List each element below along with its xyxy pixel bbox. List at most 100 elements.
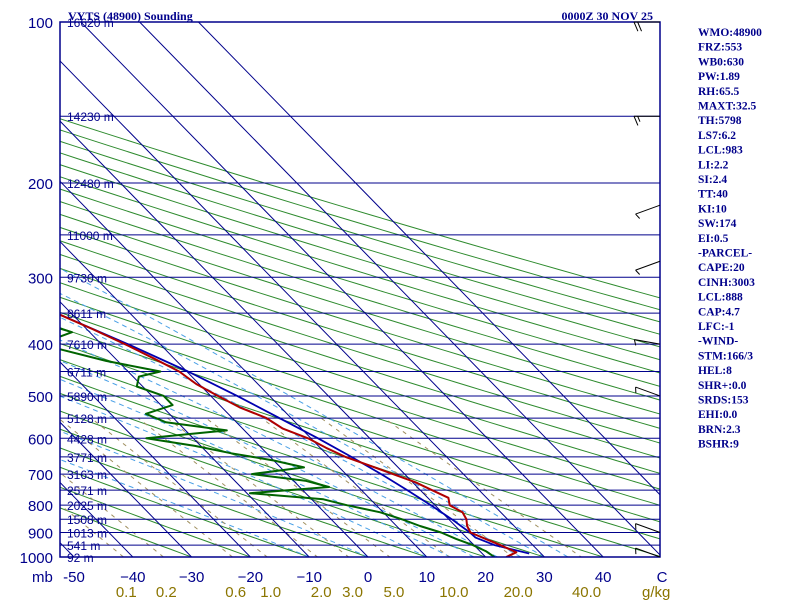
pressure-tick-label: 700	[28, 467, 53, 484]
temperature-axis-labels: -50 −40 −30 −20 −10 0 10 20 30 40 C	[63, 569, 667, 586]
corner-unit-label: mb	[32, 569, 53, 586]
index-line: TT:40	[698, 189, 728, 201]
temperature-tick-label: −40	[120, 569, 145, 586]
mixing-ratio-tick-label: 0.1	[116, 584, 137, 600]
index-line: TH:5798	[698, 115, 742, 127]
wind-barb	[633, 115, 660, 126]
index-line: SHR+:0.0	[698, 380, 747, 392]
mixing-ratio-tick-label: 2.0	[311, 584, 332, 600]
dry-adiabat-line	[60, 152, 660, 335]
parcel-trace	[60, 313, 530, 555]
index-line: BSHR:9	[698, 439, 739, 451]
pressure-tick-label: 600	[28, 431, 53, 448]
index-line: HEL:8	[698, 365, 732, 377]
pressure-tick-label: 1000	[20, 550, 53, 567]
temperature-tick-label: 10	[418, 569, 435, 586]
index-line: LCL:888	[698, 292, 743, 304]
isotherm-line	[60, 240, 369, 557]
dry-adiabat-line	[60, 447, 370, 557]
dry-adiabat-line	[60, 253, 660, 444]
dry-adiabat-line	[60, 327, 660, 523]
isotherm-line	[60, 180, 428, 557]
dry-adiabat-line	[60, 201, 660, 387]
height-label: 14230 m	[67, 110, 114, 124]
height-label: 5890 m	[67, 390, 107, 404]
temperature-tick-label: 20	[477, 569, 494, 586]
pressure-tick-label: 300	[28, 270, 53, 287]
moist-adiabat-line	[60, 430, 369, 557]
index-line: EI:0.5	[698, 233, 729, 245]
isotherm-line	[60, 361, 251, 557]
dewpoint-trace	[60, 327, 495, 557]
mixing-ratio-tick-label: 0.6	[225, 584, 246, 600]
mixing-ratio-tick-label: 1.0	[260, 584, 281, 600]
mixing-ratio-tick-label: 5.0	[384, 584, 405, 600]
mixing-ratio-line	[137, 417, 319, 557]
index-line: LS7:6.2	[698, 130, 736, 142]
height-label: 1508 m	[67, 513, 107, 527]
mixing-ratio-unit-label: g/kg	[642, 584, 670, 600]
pressure-tick-label: 800	[28, 498, 53, 515]
profiles	[60, 313, 530, 557]
index-line: WB0:630	[698, 56, 744, 68]
height-label: 2025 m	[67, 499, 107, 513]
height-label: 3771 m	[67, 451, 107, 465]
height-label: 3163 m	[67, 468, 107, 482]
pressure-axis-labels: 100 200 300 400 500 600 700 800 900 1000	[20, 15, 53, 567]
height-label: 9730 m	[67, 271, 107, 285]
index-line: -WIND-	[698, 336, 738, 348]
moist-adiabat-line	[60, 292, 545, 557]
dry-adiabat-line	[60, 213, 660, 401]
height-label: 7610 m	[67, 338, 107, 352]
temperature-tick-label: 40	[595, 569, 612, 586]
isotherm-line	[80, 22, 604, 557]
index-line: WMO:48900	[698, 27, 762, 39]
valid-time: 0000Z 30 NOV 25	[562, 9, 653, 23]
index-line: -PARCEL-	[698, 248, 752, 260]
height-label: 5128 m	[67, 412, 107, 426]
temperature-tick-label: −20	[238, 569, 263, 586]
wind-barb	[633, 21, 660, 32]
dry-adiabat-line	[60, 507, 194, 557]
isotherm-line	[60, 301, 310, 557]
wind-barb	[635, 204, 661, 219]
dry-adiabat-line	[60, 129, 660, 311]
temperature-tick-label: C	[657, 569, 668, 586]
mixing-ratio-tick-label: 0.2	[156, 584, 177, 600]
dry-adiabat-line	[60, 226, 660, 415]
pressure-tick-label: 900	[28, 526, 53, 543]
index-line: LCL:983	[698, 145, 743, 157]
wind-barb	[635, 260, 661, 275]
mixing-ratio-tick-label: 10.0	[439, 584, 468, 600]
isotherm-line	[60, 60, 545, 557]
index-line: LI:2.2	[698, 159, 729, 171]
index-line: FRZ:553	[698, 42, 742, 54]
index-line: EHI:0.0	[698, 409, 738, 421]
mixing-ratio-line	[261, 417, 451, 557]
dry-adiabat-line	[60, 466, 311, 557]
pressure-tick-label: 500	[28, 389, 53, 406]
dry-adiabat-line	[60, 342, 660, 540]
wind-barb	[635, 386, 661, 397]
isotherm-line	[139, 22, 660, 556]
temperature-tick-label: -50	[63, 569, 85, 586]
isotherm-line	[198, 22, 660, 496]
dry-adiabat-line	[60, 188, 660, 374]
mixing-ratio-labels: 0.1 0.2 0.6 1.0 2.0 3.0 5.0 10.0 20.0 40.0	[116, 584, 601, 600]
height-label: 541 m	[67, 539, 100, 553]
index-line: SW:174	[698, 218, 737, 230]
dry-adiabat-line	[60, 176, 660, 361]
plot-frame	[59, 21, 661, 558]
wind-barb	[635, 523, 661, 533]
pressure-tick-label: 200	[28, 176, 53, 193]
dry-adiabat-line	[60, 359, 660, 557]
height-label: 4428 m	[67, 432, 107, 446]
mixing-ratio-tick-label: 3.0	[342, 584, 363, 600]
pressure-tick-label: 100	[28, 15, 53, 32]
height-label: 8611 m	[67, 307, 106, 321]
index-line: SI:2.4	[698, 174, 727, 186]
dry-adiabat-line	[60, 410, 488, 557]
wind-barb	[633, 339, 661, 346]
index-line: CINH:3003	[698, 277, 755, 289]
